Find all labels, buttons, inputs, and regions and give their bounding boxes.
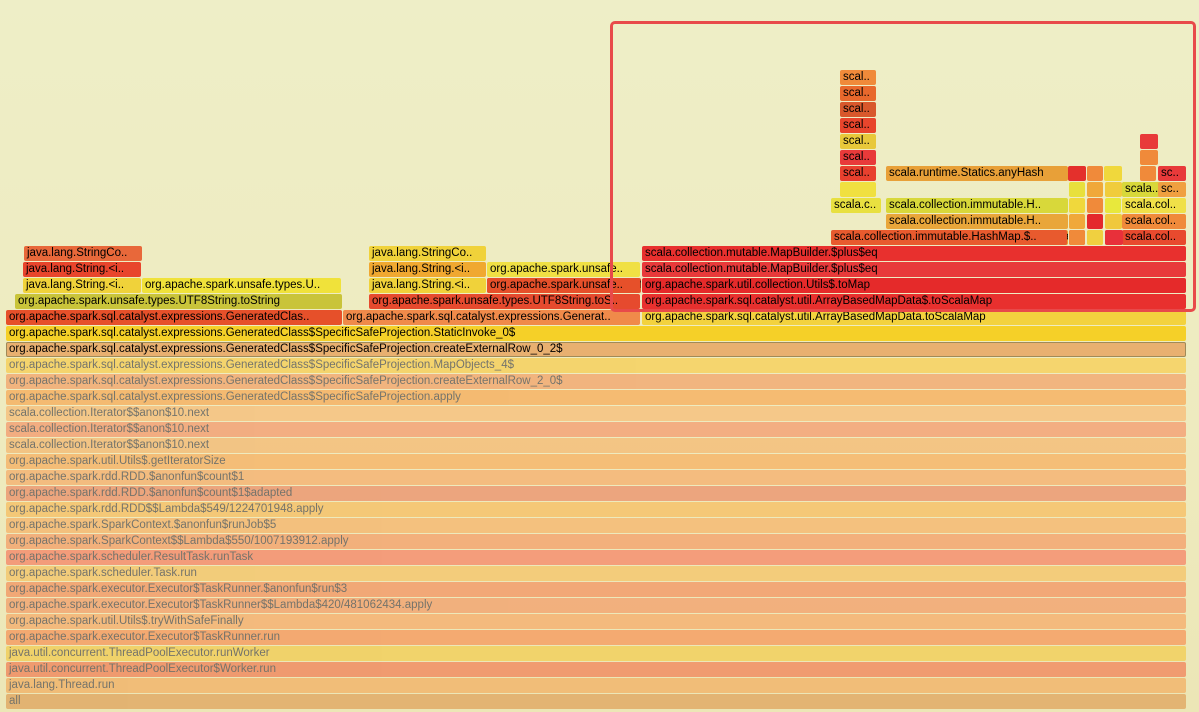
stack-frame[interactable]: org.apache.spark.util.collection.Utils$.… [642, 278, 1186, 293]
stack-frame[interactable]: scala.. [1122, 182, 1158, 197]
stack-frame[interactable]: sc.. [1158, 166, 1186, 181]
stack-frame[interactable]: org.apache.spark.sql.catalyst.expression… [343, 310, 640, 325]
stack-frame[interactable]: java.util.concurrent.ThreadPoolExecutor.… [6, 646, 1186, 661]
stack-frame[interactable]: scala.collection.Iterator$$anon$10.next [6, 406, 1186, 421]
stack-frame[interactable]: scala.collection.Iterator$$anon$10.next [6, 438, 1186, 453]
stack-frame[interactable]: scala.runtime.Statics.anyHash [886, 166, 1068, 181]
stack-frame[interactable]: scala.col.. [1122, 214, 1186, 229]
stack-frame[interactable]: scal.. [840, 86, 876, 101]
stack-frame[interactable] [1105, 214, 1122, 229]
stack-frame[interactable]: scala.collection.immutable.H.. [886, 198, 1068, 213]
stack-frame[interactable] [1087, 166, 1103, 181]
stack-frame[interactable]: org.apache.spark.unsafe.types.U.. [142, 278, 341, 293]
stack-frame[interactable]: scal.. [840, 134, 876, 149]
stack-frame[interactable]: java.lang.String.<i.. [369, 262, 486, 277]
stack-frame[interactable]: java.lang.StringCo.. [369, 246, 486, 261]
stack-frame[interactable]: scal.. [840, 166, 876, 181]
stack-frame[interactable] [1140, 150, 1158, 165]
stack-frame[interactable]: java.util.concurrent.ThreadPoolExecutor$… [6, 662, 1186, 677]
stack-frame[interactable]: org.apache.spark.scheduler.Task.run [6, 566, 1186, 581]
stack-frame[interactable]: all [6, 694, 1186, 709]
stack-frame[interactable]: org.apache.spark.executor.Executor$TaskR… [6, 630, 1186, 645]
stack-frame[interactable] [1068, 166, 1086, 181]
stack-frame[interactable]: org.apache.spark.sql.catalyst.expression… [6, 390, 1186, 405]
stack-frame[interactable]: scala.col.. [1122, 198, 1186, 213]
stack-frame[interactable] [1105, 182, 1122, 197]
stack-frame[interactable]: scala.collection.immutable.H.. [886, 214, 1068, 229]
stack-frame[interactable]: scala.collection.immutable.HashMap.$.. [831, 230, 1067, 245]
stack-frame[interactable]: java.lang.Thread.run [6, 678, 1186, 693]
stack-frame[interactable]: org.apache.spark.sql.catalyst.expression… [6, 326, 1186, 341]
stack-frame[interactable]: scala.col.. [1122, 230, 1186, 245]
stack-frame[interactable]: org.apache.spark.executor.Executor$TaskR… [6, 598, 1186, 613]
stack-frame[interactable]: java.lang.String.<i.. [23, 278, 141, 293]
stack-frame[interactable]: org.apache.spark.util.Utils$.tryWithSafe… [6, 614, 1186, 629]
stack-frame[interactable]: scala.collection.mutable.MapBuilder.$plu… [642, 262, 1186, 277]
stack-frame[interactable]: java.lang.StringCo.. [24, 246, 142, 261]
stack-frame[interactable] [1069, 214, 1085, 229]
stack-frame[interactable] [1069, 198, 1085, 213]
stack-frame[interactable]: org.apache.spark.sql.catalyst.util.Array… [642, 294, 1186, 309]
stack-frame[interactable]: sc.. [1158, 182, 1186, 197]
stack-frame[interactable]: org.apache.spark.sql.catalyst.expression… [6, 310, 342, 325]
stack-frame[interactable]: scala.c.. [831, 198, 881, 213]
stack-frame[interactable]: org.apache.spark.sql.catalyst.expression… [6, 342, 1186, 357]
stack-frame[interactable] [1087, 214, 1103, 229]
stack-frame[interactable]: org.apache.spark.scheduler.ResultTask.ru… [6, 550, 1186, 565]
stack-frame[interactable]: org.apache.spark.rdd.RDD$$Lambda$549/122… [6, 502, 1186, 517]
stack-frame[interactable]: scal.. [840, 150, 876, 165]
stack-frame[interactable] [1087, 182, 1103, 197]
stack-frame[interactable]: org.apache.spark.unsafe.. [487, 262, 640, 277]
stack-frame[interactable] [1069, 230, 1085, 245]
stack-frame[interactable]: org.apache.spark.rdd.RDD.$anonfun$count$… [6, 470, 1186, 485]
stack-frame[interactable]: org.apache.spark.SparkContext.$anonfun$r… [6, 518, 1186, 533]
stack-frame[interactable]: org.apache.spark.unsafe.. [487, 278, 640, 293]
stack-frame[interactable]: org.apache.spark.util.Utils$.getIterator… [6, 454, 1186, 469]
stack-frame[interactable]: org.apache.spark.unsafe.types.UTF8String… [369, 294, 640, 309]
stack-frame[interactable]: org.apache.spark.rdd.RDD.$anonfun$count$… [6, 486, 1186, 501]
stack-frame[interactable] [1087, 230, 1103, 245]
stack-frame[interactable]: java.lang.String.<i.. [369, 278, 486, 293]
stack-frame[interactable]: org.apache.spark.SparkContext$$Lambda$55… [6, 534, 1186, 549]
stack-frame[interactable] [1087, 198, 1103, 213]
stack-frame[interactable]: java.lang.String.<i.. [23, 262, 141, 277]
stack-frame[interactable]: scal.. [840, 118, 876, 133]
stack-frame[interactable]: org.apache.spark.unsafe.types.UTF8String… [15, 294, 342, 309]
stack-frame[interactable] [840, 182, 876, 197]
stack-frame[interactable] [1140, 134, 1158, 149]
stack-frame[interactable]: scala.collection.Iterator$$anon$10.next [6, 422, 1186, 437]
stack-frame[interactable] [1105, 198, 1121, 213]
stack-frame[interactable]: scal.. [840, 70, 876, 85]
stack-frame[interactable] [1104, 166, 1122, 181]
stack-frame[interactable] [1140, 166, 1156, 181]
stack-frame[interactable]: org.apache.spark.executor.Executor$TaskR… [6, 582, 1186, 597]
stack-frame[interactable]: org.apache.spark.sql.catalyst.expression… [6, 358, 1186, 373]
stack-frame[interactable] [1069, 182, 1085, 197]
stack-frame[interactable] [1105, 230, 1123, 245]
stack-frame[interactable]: org.apache.spark.sql.catalyst.util.Array… [642, 310, 1186, 325]
stack-frame[interactable]: org.apache.spark.sql.catalyst.expression… [6, 374, 1186, 389]
stack-frame[interactable]: scal.. [840, 102, 876, 117]
stack-frame[interactable]: scala.collection.mutable.MapBuilder.$plu… [642, 246, 1186, 261]
